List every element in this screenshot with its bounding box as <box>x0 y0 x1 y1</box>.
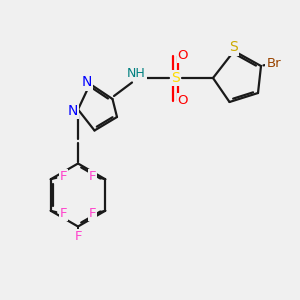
Text: F: F <box>89 170 96 183</box>
Text: S: S <box>171 71 180 85</box>
Text: O: O <box>178 94 188 107</box>
Text: O: O <box>178 49 188 62</box>
Text: F: F <box>74 230 82 243</box>
Text: N: N <box>81 76 92 89</box>
Text: N: N <box>68 104 78 118</box>
Text: S: S <box>230 40 238 54</box>
Text: NH: NH <box>127 67 146 80</box>
Text: F: F <box>60 207 67 220</box>
Text: Br: Br <box>266 57 281 70</box>
Text: F: F <box>89 207 96 220</box>
Text: F: F <box>60 170 67 183</box>
